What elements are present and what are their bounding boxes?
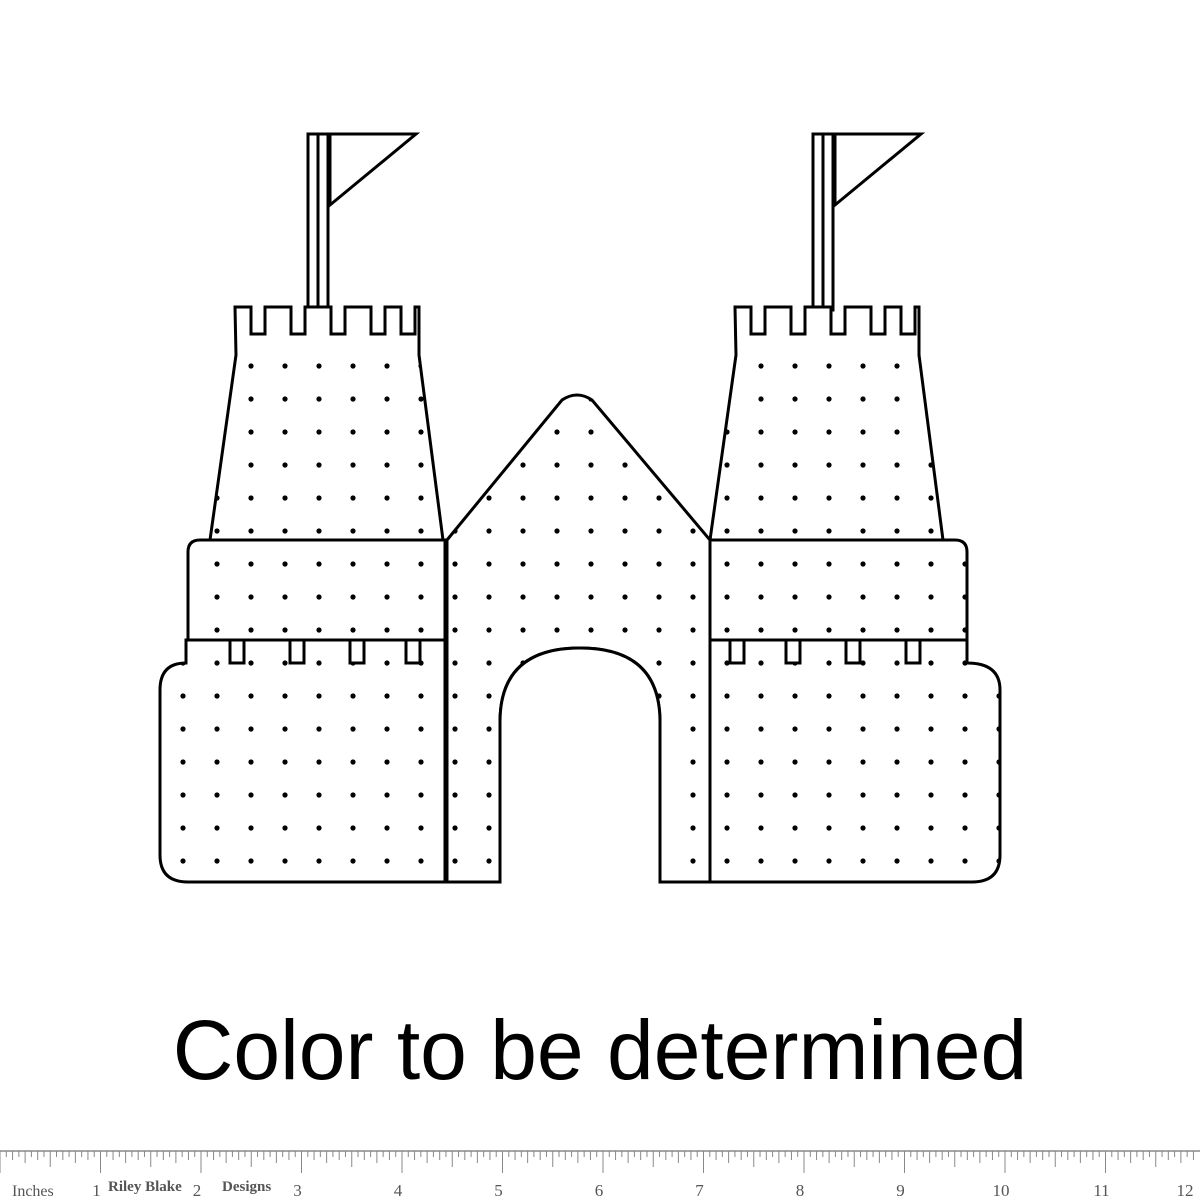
ruler-number: 7: [695, 1181, 704, 1200]
left-tower: [208, 305, 445, 542]
ruler-number: 11: [1093, 1181, 1109, 1200]
inch-ruler: Inches Riley Blake Designs 1 2 3 4 5 6 7 8 9 10 11…: [0, 1150, 1200, 1200]
right-tower: [708, 305, 945, 542]
ruler-number: 2: [193, 1181, 202, 1200]
ruler-brand-1: Riley Blake: [108, 1179, 182, 1195]
ruler-unit-label: Inches: [12, 1183, 54, 1200]
right-lower-wall: [708, 638, 1002, 884]
ruler-number: 5: [494, 1181, 503, 1200]
ruler-numbers: 1 2 3 4 5 6 7 8 9 10 11 12: [92, 1181, 1193, 1200]
left-tower-flag-icon: [306, 132, 421, 312]
ruler-number: 8: [796, 1181, 805, 1200]
ruler-number: 3: [293, 1181, 302, 1200]
ruler-number: 1: [92, 1181, 101, 1200]
ruler-number: 6: [595, 1181, 604, 1200]
castle-gate-arch: [498, 646, 662, 882]
ruler-ticks: [0, 1151, 1194, 1173]
ruler-number: 4: [394, 1181, 403, 1200]
caption-text: Color to be determined: [172, 1003, 1028, 1097]
ruler-number: 12: [1177, 1181, 1194, 1200]
left-lower-wall: [158, 638, 447, 884]
left-middle-wall: [186, 538, 447, 642]
ruler-number: 9: [896, 1181, 905, 1200]
ruler-number: 10: [993, 1181, 1010, 1200]
right-middle-wall: [708, 538, 969, 642]
ruler-brand-2: Designs: [222, 1179, 271, 1195]
right-tower-flag-icon: [811, 132, 926, 312]
